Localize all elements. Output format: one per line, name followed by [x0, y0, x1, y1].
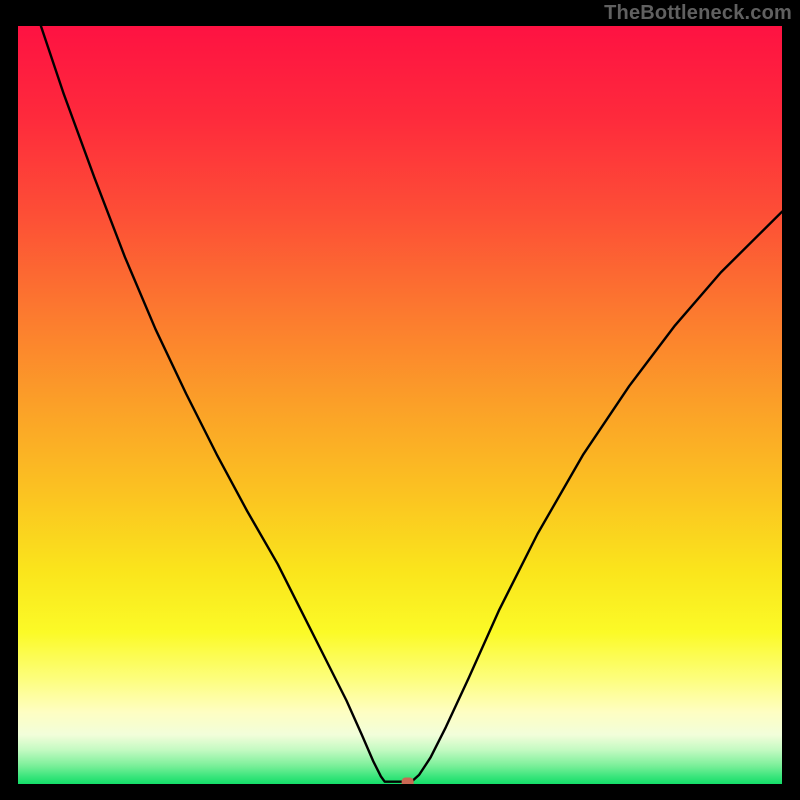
plot-area: [18, 26, 782, 784]
chart-container: TheBottleneck.com: [0, 0, 800, 800]
watermark-text: TheBottleneck.com: [604, 2, 792, 25]
minimum-marker: [402, 777, 414, 784]
gradient-background: [18, 26, 782, 784]
chart-svg: [18, 26, 782, 784]
